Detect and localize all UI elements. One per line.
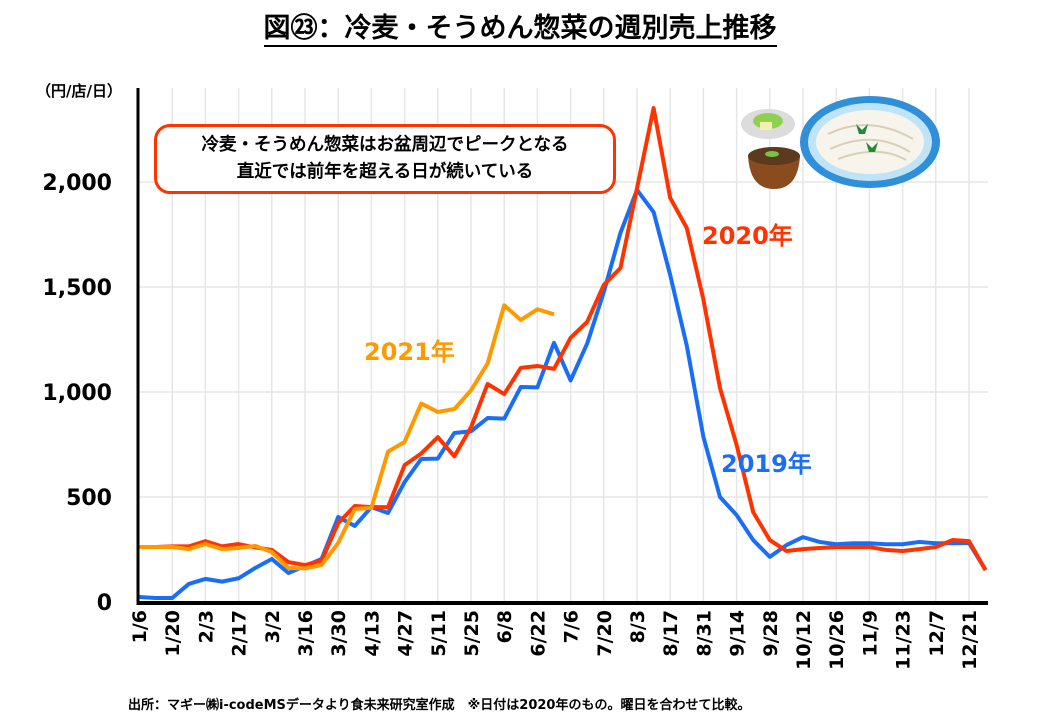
series-label-2021: 2021年 [364, 338, 455, 366]
y-axis-unit-label: （円/店/日） [36, 82, 122, 100]
y-tick-label: 1,500 [42, 276, 112, 301]
soumen-noodles-icon [741, 96, 940, 189]
series-label-2020: 2020年 [702, 222, 793, 250]
x-tick-label: 5/11 [428, 610, 450, 657]
series-label-2019: 2019年 [721, 450, 812, 478]
source-note: 出所：マギー㈱i-codeMSデータより食未来研究室作成 ※日付は2020年のも… [128, 698, 751, 713]
x-tick-label: 8/17 [660, 610, 682, 657]
x-tick-label: 8/3 [627, 610, 649, 643]
x-tick-label: 11/9 [859, 610, 881, 657]
y-tick-label: 1,000 [42, 381, 112, 406]
callout-line-2: 直近では前年を超える日が続いている [236, 162, 534, 182]
series-line-2021 [139, 303, 555, 571]
series-lines [138, 106, 988, 601]
x-tick-label: 9/28 [760, 610, 782, 657]
x-axis-ticks: 1/6 1/20 2/3 2/17 3/2 3/16 3/30 4/13 4/27 5/11 5/2… [129, 610, 981, 670]
x-tick-label: 1/6 [129, 610, 151, 643]
x-tick-label: 12/7 [926, 610, 948, 657]
x-tick-label: 6/22 [527, 610, 549, 657]
x-tick-label: 5/25 [461, 610, 483, 657]
x-tick-label: 7/6 [561, 610, 583, 643]
x-tick-label: 4/13 [361, 610, 383, 657]
x-tick-label: 2/17 [229, 610, 251, 657]
series-line-2019 [138, 187, 988, 601]
y-axis-ticks: 0 500 1,000 1,500 2,000 [42, 171, 112, 616]
x-tick-label: 12/21 [959, 610, 981, 670]
x-tick-label: 4/27 [395, 610, 417, 657]
y-tick-label: 2,000 [42, 171, 112, 196]
x-tick-label: 3/16 [295, 610, 317, 657]
callout-line-1: 冷麦・そうめん惣菜はお盆周辺でピークとなる [201, 135, 569, 155]
y-tick-label: 0 [97, 591, 112, 616]
x-tick-label: 3/30 [328, 610, 350, 657]
x-tick-label: 7/20 [594, 610, 616, 657]
x-tick-label: 10/12 [793, 610, 815, 670]
x-tick-label: 3/2 [262, 610, 284, 643]
x-tick-label: 10/26 [826, 610, 848, 670]
x-tick-label: 11/23 [893, 610, 915, 670]
y-tick-label: 500 [66, 486, 112, 511]
x-tick-label: 9/14 [727, 610, 749, 657]
x-tick-label: 2/3 [195, 610, 217, 643]
series-line-2020 [139, 106, 988, 572]
annotation-callout: 冷麦・そうめん惣菜はお盆周辺でピークとなる 直近では前年を超える日が続いている [154, 124, 616, 194]
chart-title: 図㉓：冷麦・そうめん惣菜の週別売上推移 [0, 6, 1040, 47]
x-tick-label: 6/8 [494, 610, 516, 643]
x-tick-label: 8/31 [693, 610, 715, 657]
x-tick-label: 1/20 [162, 610, 184, 657]
chart-title-text: 図㉓：冷麦・そうめん惣菜の週別売上推移 [263, 13, 777, 47]
